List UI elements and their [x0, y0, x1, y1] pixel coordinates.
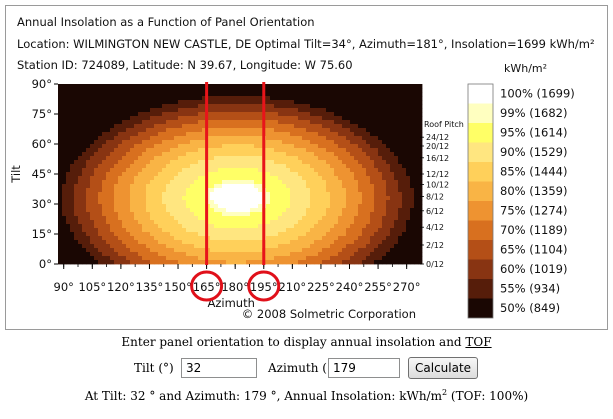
roof-pitch-label: 24/12	[426, 133, 449, 142]
x-tick-label: 225°	[307, 280, 335, 294]
roof-pitch-label: 12/12	[426, 170, 449, 179]
roof-pitch-label: 6/12	[426, 207, 444, 216]
chart-title: Annual Insolation as a Function of Panel…	[17, 15, 315, 29]
legend-label: 99% (1682)	[500, 106, 567, 120]
legend-swatch	[468, 240, 493, 260]
calculate-button[interactable]: Calculate	[408, 357, 479, 379]
x-tick-label: 135°	[136, 280, 164, 294]
legend-swatch	[468, 162, 493, 182]
legend-swatch	[468, 103, 493, 123]
legend-label: 100% (1699)	[500, 87, 575, 101]
roof-pitch-title: Roof Pitch	[424, 120, 464, 129]
legend-swatch	[468, 298, 493, 318]
legend-label: 90% (1529)	[500, 145, 567, 159]
x-tick-label: 195°	[250, 280, 278, 294]
legend-label: 65% (1104)	[500, 243, 567, 257]
form-prompt: Enter panel orientation to display annua…	[0, 333, 613, 353]
tick-highlight-circle	[190, 270, 224, 302]
y-tick-label: 45°	[32, 167, 52, 181]
chart-panel: 0° 15° 30° 45° 60° 75° 90° 90° 105° 120° 135° 150° 1…	[5, 5, 608, 330]
roof-pitch-label: 20/12	[426, 142, 449, 151]
result-text: At Tilt: 32 ° and Azimuth: 179 °, Annual…	[84, 389, 442, 403]
y-tick-label: 15°	[32, 227, 52, 241]
insolation-chart: 0°15°30°45°60°75°90°90° 105° 120° 135° 150° 1…	[9, 62, 575, 321]
orientation-form: Tilt (°) Azimuth (°) Calculate	[0, 356, 613, 382]
legend-swatch	[468, 259, 493, 279]
azimuth-input[interactable]	[328, 358, 400, 378]
x-axis-label: Azimuth	[207, 296, 254, 310]
prompt-text: Enter panel orientation to display annua…	[121, 335, 466, 349]
station-line: Station ID: 724089, Latitude: N 39.67, L…	[17, 58, 353, 72]
tilt-label: Tilt (°)	[134, 361, 174, 375]
x-tick-label: 255°	[364, 280, 392, 294]
roof-pitch-label: 2/12	[426, 241, 444, 250]
roof-pitch-label: 10/12	[426, 180, 449, 189]
copyright-text: © 2008 Solmetric Corporation	[242, 307, 416, 321]
legend-swatch	[468, 142, 493, 162]
legend-frame	[467, 83, 494, 319]
x-tick-label: 180°	[221, 280, 249, 294]
legend-swatch	[468, 201, 493, 221]
legend-swatch	[468, 123, 493, 143]
roof-pitch-label: 16/12	[426, 154, 449, 163]
roof-pitch-label: 4/12	[426, 223, 444, 232]
tof-link[interactable]: TOF	[465, 335, 492, 349]
x-tick-label: 210°	[278, 280, 306, 294]
x-tick-label: 240°	[336, 280, 364, 294]
tick-highlight-circle	[247, 270, 281, 302]
azimuth-label: Azimuth (°)	[268, 361, 338, 375]
x-tick-label: 120°	[107, 280, 135, 294]
result-unit-sup: 2	[441, 388, 448, 397]
x-tick-label: 105°	[78, 280, 106, 294]
y-tick-label: 75°	[32, 107, 52, 121]
legend-swatch	[468, 181, 493, 201]
legend-label: 75% (1274)	[500, 204, 567, 218]
y-tick-label: 30°	[32, 197, 52, 211]
legend-title: kWh/m²	[504, 62, 547, 75]
legend-label: 55% (934)	[500, 282, 560, 296]
legend-label: 80% (1359)	[500, 184, 567, 198]
tilt-input[interactable]	[181, 358, 257, 378]
legend-label: 85% (1444)	[500, 165, 567, 179]
legend-swatch	[468, 84, 493, 104]
roof-pitch-label: 8/12	[426, 193, 444, 202]
y-tick-label: 90°	[32, 77, 52, 91]
y-tick-label: 0°	[39, 257, 52, 271]
x-tick-label: 165°	[193, 280, 221, 294]
legend-swatch	[468, 279, 493, 299]
y-tick-label: 60°	[32, 137, 52, 151]
result-line: At Tilt: 32 ° and Azimuth: 179 °, Annual…	[0, 386, 613, 406]
heatmap	[58, 84, 423, 265]
legend-label: 50% (849)	[500, 301, 560, 315]
legend-label: 95% (1614)	[500, 126, 567, 140]
x-tick-label: 270°	[393, 280, 421, 294]
x-tick-label: 90°	[54, 280, 74, 294]
legend-label: 60% (1019)	[500, 262, 567, 276]
legend-swatch	[468, 220, 493, 240]
location-line: Location: WILMINGTON NEW CASTLE, DE Opti…	[17, 37, 595, 51]
result-tail: (TOF: 100%)	[447, 389, 529, 403]
legend-label: 70% (1189)	[500, 223, 567, 237]
y-axis-label: Tilt	[9, 165, 23, 184]
x-tick-label: 150°	[164, 280, 192, 294]
roof-pitch-label: 0/12	[426, 260, 444, 269]
